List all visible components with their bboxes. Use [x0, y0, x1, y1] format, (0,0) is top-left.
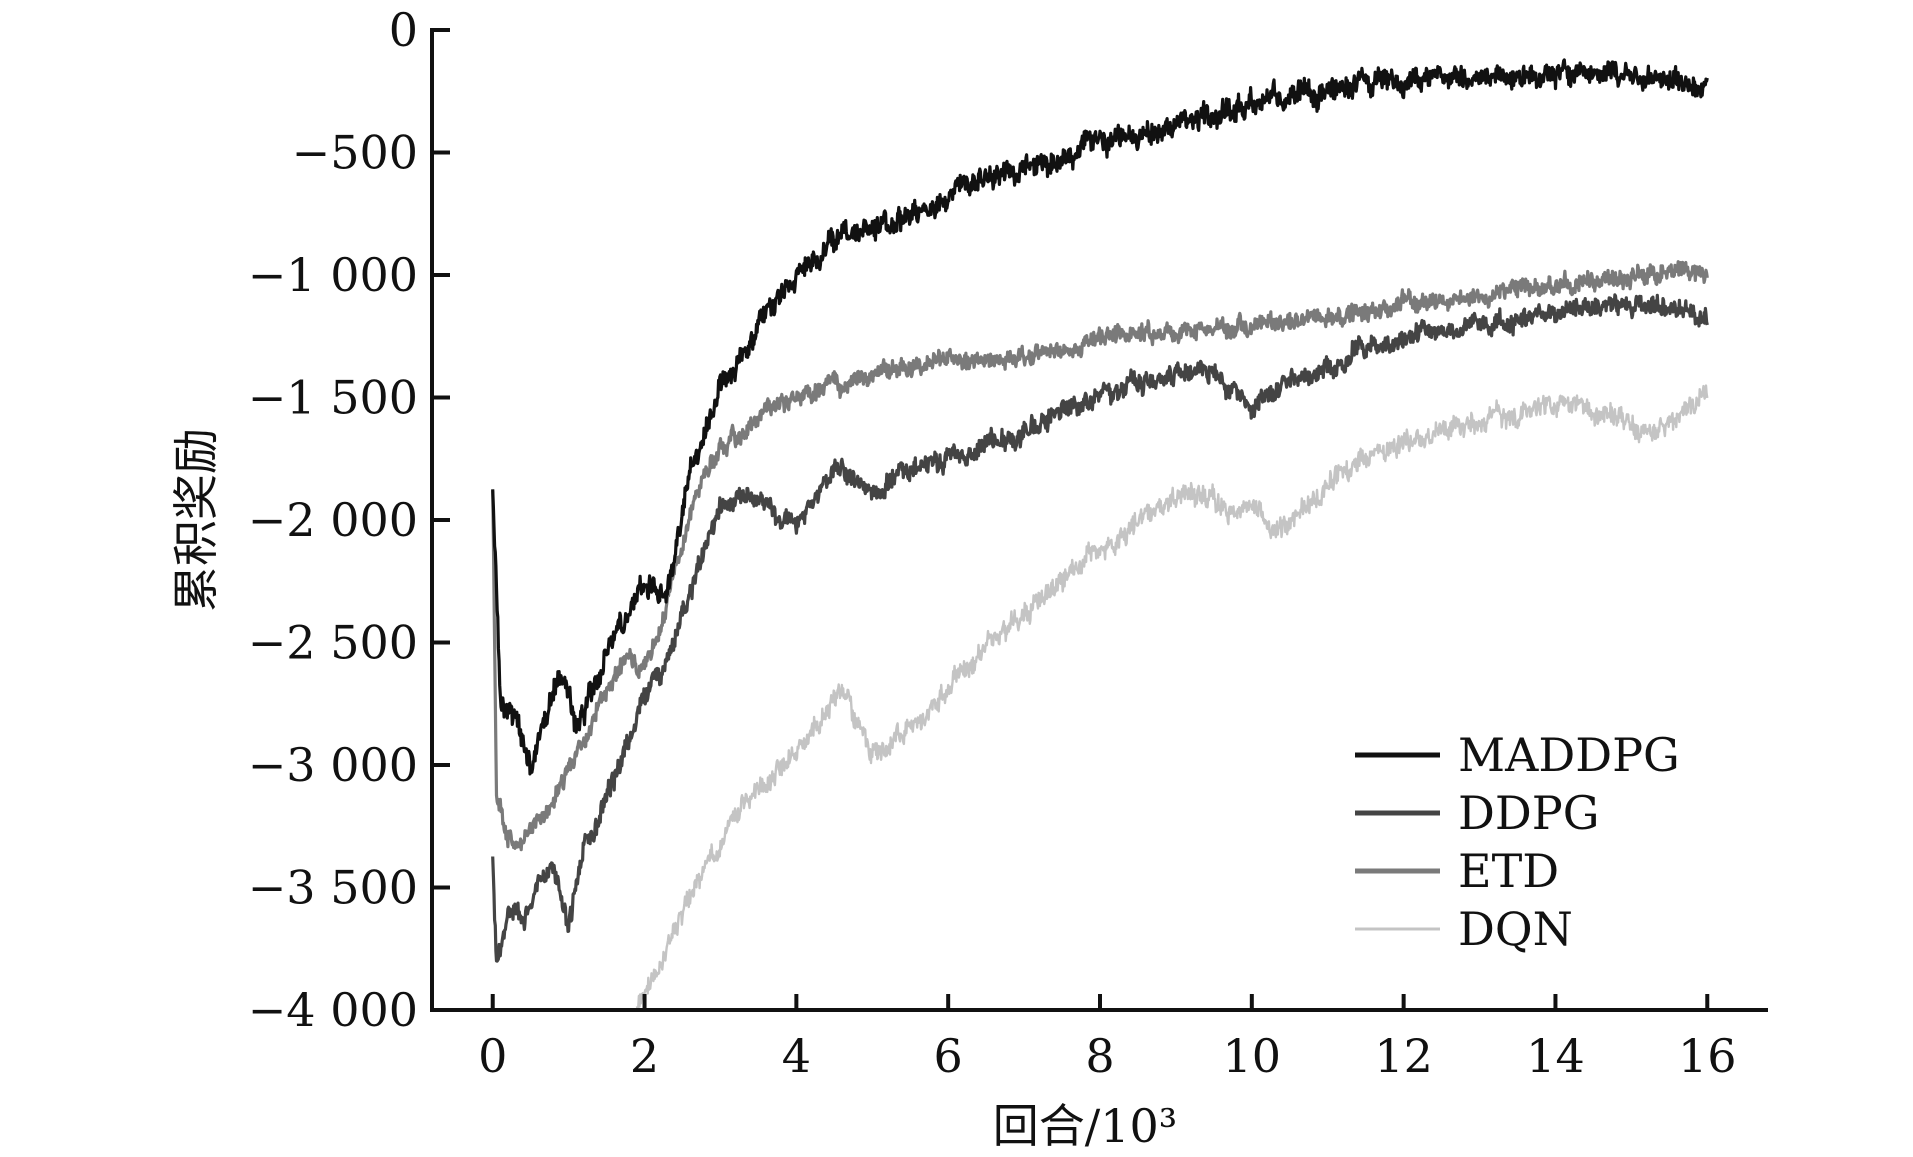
x-tick-label: 16 — [1678, 1029, 1737, 1083]
series-line-maddpg — [491, 58, 1709, 776]
axes: 0 −500 −1 000 −1 500 −2 000 −2 500 −3 000 −3 50… — [248, 3, 1768, 1083]
x-tick-label: 2 — [630, 1029, 659, 1083]
x-tick-label: 8 — [1085, 1029, 1114, 1083]
x-tick-label: 6 — [934, 1029, 963, 1083]
legend-label: MADDPG — [1458, 728, 1680, 782]
plot-lines — [491, 58, 1709, 1011]
x-tick-label: 14 — [1526, 1029, 1585, 1083]
y-tick-label: −3 000 — [248, 738, 418, 792]
x-axis-title: 回合/10³ — [993, 1099, 1177, 1153]
y-tick-label: −500 — [292, 126, 418, 180]
y-tick-label: −4 000 — [248, 983, 418, 1037]
y-tick-label: −2 000 — [248, 493, 418, 547]
series-line-ddpg — [491, 293, 1709, 963]
x-tick-label: 10 — [1223, 1029, 1282, 1083]
x-ticks: 0 2 4 6 8 10 12 14 16 — [478, 994, 1737, 1083]
legend-label: ETD — [1458, 844, 1559, 898]
y-axis-title: 累积奖励 — [169, 428, 223, 612]
series-line-dqn — [635, 384, 1709, 1011]
y-tick-label: −3 500 — [248, 861, 418, 915]
y-ticks: 0 −500 −1 000 −1 500 −2 000 −2 500 −3 000 −3 50… — [248, 3, 450, 1037]
x-tick-label: 0 — [478, 1029, 507, 1083]
series-line-etd — [491, 260, 1709, 852]
x-tick-label: 12 — [1374, 1029, 1433, 1083]
x-tick-label: 4 — [782, 1029, 811, 1083]
y-tick-label: −2 500 — [248, 616, 418, 670]
y-tick-label: 0 — [389, 3, 418, 57]
legend-label: DQN — [1458, 902, 1573, 956]
y-tick-label: −1 500 — [248, 371, 418, 425]
y-tick-label: −1 000 — [248, 248, 418, 302]
legend-label: DDPG — [1458, 786, 1599, 840]
